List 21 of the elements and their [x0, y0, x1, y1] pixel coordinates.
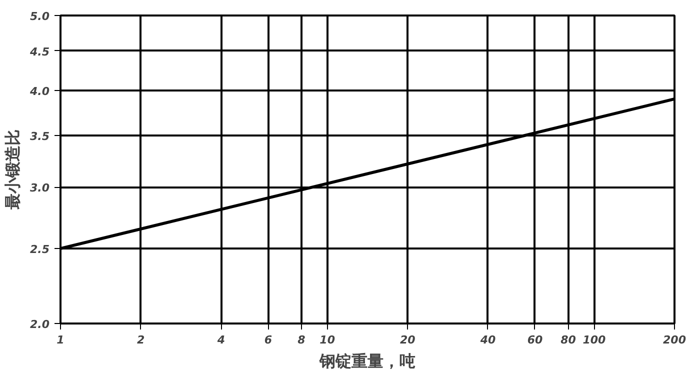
x-tick-label: 1	[56, 334, 64, 346]
x-tick-label: 20	[400, 334, 416, 346]
y-tick-label: 5.0	[30, 10, 50, 23]
y-tick-label: 4.0	[29, 85, 50, 98]
x-tick-label: 100	[582, 334, 606, 346]
y-tick-label: 2.0	[30, 318, 50, 331]
x-tick-label: 8	[298, 334, 306, 346]
x-tick-label: 10	[320, 334, 336, 346]
x-tick-label: 2	[137, 334, 145, 346]
x-tick-label: 40	[479, 334, 496, 346]
x-tick-label: 80	[560, 334, 576, 346]
y-tick-label: 3.5	[30, 130, 50, 143]
y-tick-label: 2.5	[30, 242, 50, 256]
x-tick-label: 4	[216, 334, 225, 346]
y-tick-label: 3.0	[30, 182, 50, 195]
x-tick-label: 200	[663, 334, 686, 346]
x-tick-label: 6	[264, 334, 272, 346]
x-tick-label: 60	[527, 334, 543, 346]
y-axis-title: 最小锻造比	[3, 130, 22, 210]
x-axis-title: 钢锭重量，吨	[318, 352, 416, 370]
y-tick-label: 4.5	[29, 45, 50, 58]
